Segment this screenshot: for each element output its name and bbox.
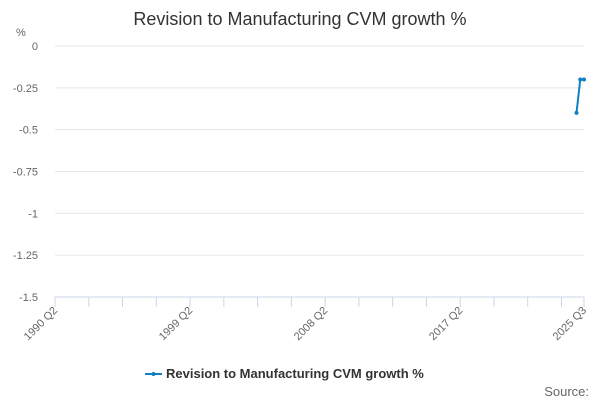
data-point <box>574 110 579 115</box>
series-line <box>575 78 584 114</box>
y-tick-label: 0 <box>32 41 38 53</box>
x-tick-label: 1990 Q2 <box>22 305 60 343</box>
x-tick-label: 2025 Q3 <box>551 305 589 343</box>
data-point <box>582 77 586 82</box>
chart-title: Revision to Manufacturing CVM growth % <box>133 9 466 29</box>
data-point <box>578 77 583 82</box>
y-tick-label: -0.75 <box>13 167 38 179</box>
y-tick-label: -1 <box>28 208 38 220</box>
legend-label: Revision to Manufacturing CVM growth % <box>166 366 424 381</box>
y-tick-label: -1.25 <box>13 250 38 262</box>
x-tick-label: 2017 Q2 <box>427 305 465 343</box>
y-tick-label: -0.5 <box>19 125 38 137</box>
y-tick-label: -0.25 <box>13 83 38 95</box>
legend[interactable]: Revision to Manufacturing CVM growth % <box>145 366 424 381</box>
y-axis-label: % <box>16 27 26 39</box>
x-tick-label: 2008 Q2 <box>292 305 330 343</box>
legend-marker <box>151 372 156 376</box>
source-label: Source: <box>544 384 589 399</box>
y-tick-label: -1.5 <box>19 292 38 304</box>
x-tick-label: 1999 Q2 <box>157 305 195 343</box>
